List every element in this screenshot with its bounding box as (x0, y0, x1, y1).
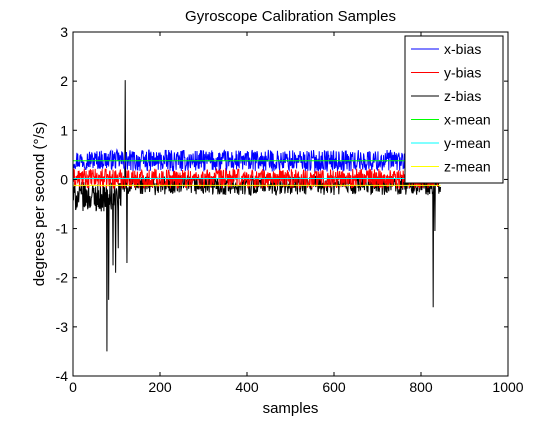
x-tick-label: 0 (69, 379, 77, 395)
legend-label-y-mean: y-mean (444, 135, 491, 151)
y-tick-label: 1 (60, 122, 68, 138)
legend-label-x-mean: x-mean (444, 112, 491, 128)
y-tick-label: 0 (60, 171, 68, 187)
x-tick-label: 800 (409, 379, 433, 395)
y-tick-label: -4 (56, 368, 69, 384)
x-tick-label: 600 (322, 379, 346, 395)
y-tick-label: -2 (56, 270, 69, 286)
x-axis-label: samples (263, 400, 319, 417)
legend: x-bias y-bias z-bias x-mean y-mean z-mean (405, 36, 503, 183)
legend-label-y-bias: y-bias (444, 65, 481, 81)
legend-label-z-bias: z-bias (444, 88, 481, 104)
y-axis-label: degrees per second (°/s) (31, 122, 48, 286)
y-tick-label: 3 (60, 24, 68, 40)
legend-label-x-bias: x-bias (444, 41, 481, 57)
x-tick-label: 400 (235, 379, 259, 395)
y-tick-label: -3 (56, 319, 69, 335)
legend-label-z-mean: z-mean (444, 159, 491, 175)
chart-title: Gyroscope Calibration Samples (185, 8, 396, 25)
x-tick-label: 1000 (492, 379, 523, 395)
y-tick-label: -1 (56, 221, 69, 237)
x-tick-label: 200 (148, 379, 172, 395)
y-tick-label: 2 (60, 73, 68, 89)
